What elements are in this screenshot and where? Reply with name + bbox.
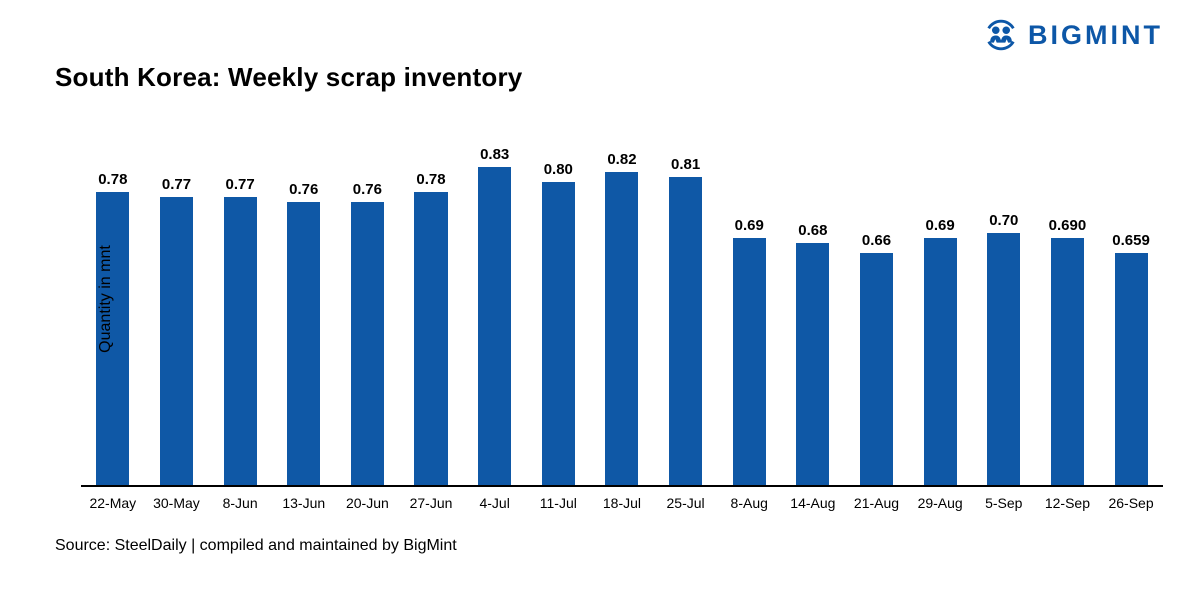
x-axis-tick-label: 25-Jul — [666, 495, 705, 511]
y-axis-label: Quantity in mnt — [97, 245, 114, 353]
bar-value-label: 0.68 — [798, 222, 828, 239]
bar — [923, 238, 957, 485]
bar-value-label: 0.69 — [734, 217, 764, 234]
bar-value-label: 0.83 — [480, 146, 510, 163]
bar-column: 0.69 — [717, 217, 781, 485]
bar-value-label: 0.81 — [670, 156, 701, 173]
bar-value-label: 0.77 — [225, 176, 255, 193]
bar — [732, 238, 766, 485]
bar — [223, 197, 257, 485]
bar — [796, 243, 830, 485]
x-axis-labels: 22-May 30-May 8-Jun 13-Jun 20-Jun 27-Jun 4-Jul… — [81, 495, 1163, 511]
bar-column: 0.77 — [145, 176, 209, 485]
x-axis-tick-label: 11-Jul — [539, 495, 577, 511]
x-axis-tick-label: 30-May — [153, 495, 200, 511]
bar-column: 0.690 — [1036, 217, 1100, 485]
bar-column: 0.80 — [526, 161, 590, 485]
bar — [1114, 253, 1148, 485]
bar-value-label: 0.78 — [98, 171, 128, 188]
bar-value-label: 0.659 — [1112, 232, 1150, 249]
bar-column: 0.82 — [590, 151, 654, 485]
bar — [987, 233, 1021, 485]
x-axis-tick-label: 8-Jun — [222, 495, 258, 511]
x-axis-tick-label: 14-Aug — [790, 495, 836, 511]
bar-column: 0.78 — [81, 171, 145, 485]
x-axis-tick-label: 18-Jul — [602, 495, 642, 511]
x-axis-tick-label: 22-May — [89, 495, 137, 511]
bar-column: 0.68 — [781, 222, 845, 485]
bar — [287, 202, 321, 485]
bar-value-label: 0.77 — [161, 176, 192, 193]
bar — [96, 192, 130, 485]
x-axis-tick-label: 5-Sep — [985, 495, 1023, 511]
x-axis-tick-label: 13-Jun — [282, 495, 326, 511]
bar — [478, 167, 512, 485]
bar-value-label: 0.69 — [925, 217, 955, 234]
chart-title: South Korea: Weekly scrap inventory — [55, 62, 523, 92]
bar — [350, 202, 384, 485]
bar-column: 0.81 — [654, 156, 718, 485]
bar-column: 0.70 — [972, 212, 1036, 485]
header: BIGMINT — [55, 14, 1163, 56]
bar — [541, 182, 575, 485]
bar-column: 0.69 — [908, 217, 972, 485]
bar-value-label: 0.690 — [1048, 217, 1087, 234]
x-axis-tick-label: 12-Sep — [1044, 495, 1090, 511]
bar-value-label: 0.80 — [543, 161, 573, 178]
bar-column: 0.83 — [463, 146, 527, 485]
x-axis-tick-label: 29-Aug — [917, 495, 963, 511]
bar-value-label: 0.78 — [416, 171, 446, 188]
bar — [605, 172, 639, 485]
bar-value-label: 0.76 — [352, 181, 382, 198]
bigmint-logo-icon — [982, 16, 1020, 54]
bar-value-label: 0.76 — [289, 181, 319, 198]
bar-column: 0.77 — [208, 176, 272, 485]
bar — [159, 197, 193, 485]
bar-column: 0.76 — [272, 181, 336, 485]
bar-value-label: 0.82 — [607, 151, 637, 168]
x-axis-tick-label: 20-Jun — [345, 495, 389, 511]
source-note: Source: SteelDaily | compiled and mainta… — [55, 537, 457, 554]
bar-column: 0.76 — [336, 181, 400, 485]
bar — [859, 253, 894, 485]
bar — [1050, 238, 1084, 485]
x-axis-tick-label: 26-Sep — [1108, 495, 1154, 511]
x-axis-tick-label: 21-Aug — [853, 495, 900, 511]
bar-column: 0.66 — [845, 232, 909, 485]
bar — [669, 177, 703, 485]
x-axis-tick-label: 27-Jun — [409, 495, 453, 511]
x-axis-tick-label: 4-Jul — [479, 495, 510, 511]
bar — [414, 192, 448, 485]
bigmint-logo: BIGMINT — [982, 16, 1163, 54]
bigmint-logo-text: BIGMINT — [1028, 19, 1163, 50]
bar-chart: Quantity in mnt 0.78 0.77 0.77 0.76 0.76 0.78… — [55, 135, 1163, 511]
bars: 0.78 0.77 0.77 0.76 0.76 0.78 0.83 0.80 0.82 0.81… — [81, 135, 1163, 487]
bar-column: 0.78 — [399, 171, 463, 485]
bar-column: 0.659 — [1099, 232, 1163, 485]
x-axis-tick-label: 8-Aug — [730, 495, 768, 511]
bar-value-label: 0.66 — [861, 232, 892, 249]
bar-value-label: 0.70 — [989, 212, 1019, 229]
